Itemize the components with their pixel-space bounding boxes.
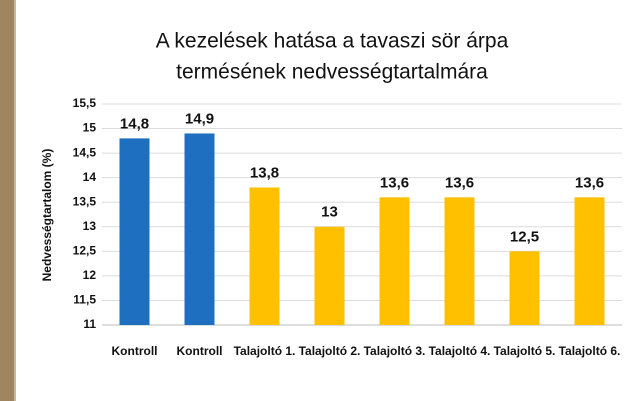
data-label: 13,6	[445, 174, 474, 191]
y-tick-label: 12	[83, 268, 97, 282]
data-label: 13	[321, 204, 338, 221]
chart: A kezelések hatása a tavaszi sör árpa te…	[40, 30, 622, 331]
y-tick-label: 14	[83, 170, 97, 184]
bar	[444, 197, 475, 325]
x-tick-label: Talajoltó 3.	[363, 344, 426, 358]
y-tick-label: 11,5	[73, 293, 96, 307]
x-tick-label: Talajoltó 6.	[558, 344, 621, 358]
x-tick-label: Kontroll	[176, 344, 223, 358]
y-tick-label: 12,5	[73, 244, 97, 258]
x-tick-label: Talajoltó 5.	[493, 344, 556, 358]
y-axis-label: Nedvességtartalom (%)	[40, 149, 54, 282]
data-label: 13,6	[380, 174, 409, 191]
data-label: 12,5	[510, 228, 539, 245]
data-label: 14,8	[120, 115, 149, 132]
data-label: 13,6	[575, 174, 604, 191]
bar	[509, 251, 540, 325]
chart-title: A kezelések hatása a tavaszi sör árpa	[156, 30, 509, 53]
y-tick-label: 13	[83, 219, 97, 233]
data-label: 14,9	[185, 110, 214, 127]
data-label: 13,8	[250, 164, 279, 181]
chart-panel: A kezelések hatása a tavaszi sör árpa te…	[14, 0, 638, 401]
x-tick-label: Talajoltó 2.	[298, 344, 361, 358]
x-tick-label: Talajoltó 1.	[233, 344, 296, 358]
chart-title: termésének nedvességtartalmára	[176, 61, 488, 84]
y-tick-label: 15	[83, 121, 97, 135]
x-tick-label: Kontroll	[111, 344, 158, 358]
bar	[119, 138, 150, 325]
bar	[249, 187, 280, 325]
bar	[314, 226, 345, 325]
x-tick-label: Talajoltó 4.	[428, 344, 491, 358]
bar	[184, 133, 215, 325]
y-tick-label: 13,5	[73, 194, 97, 208]
bar	[379, 197, 410, 325]
bar	[574, 197, 605, 325]
y-tick-label: 14,5	[73, 145, 97, 159]
y-tick-label: 11	[83, 317, 96, 331]
y-tick-label: 15,5	[73, 96, 97, 110]
